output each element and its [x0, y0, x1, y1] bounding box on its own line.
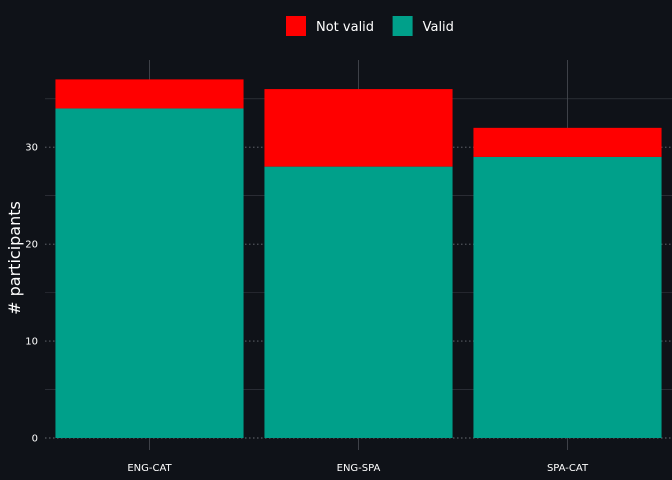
legend-label-not-valid: Not valid [316, 20, 374, 35]
legend-key-valid [392, 16, 413, 36]
bars [55, 79, 662, 438]
x-tick-label: ENG-CAT [127, 463, 172, 474]
x-tick-label: SPA-CAT [547, 463, 589, 474]
x-tick-label: ENG-SPA [337, 463, 381, 474]
y-tick-label: 20 [25, 240, 38, 251]
bar-valid-spa-cat [473, 156, 662, 438]
axes: 0 10 20 30 ENG-CAT ENG-SPA SPA-CAT [25, 143, 589, 474]
y-tick-label: 10 [25, 337, 38, 348]
y-axis-title: # participants [5, 201, 24, 315]
bar-not-valid-eng-spa [264, 89, 453, 167]
bar-not-valid-eng-cat [55, 79, 244, 109]
y-tick-label: 30 [25, 143, 38, 154]
legend: Not valid Valid [286, 16, 454, 36]
legend-key-not-valid [286, 16, 306, 36]
bar-not-valid-spa-cat [473, 127, 662, 157]
y-tick-label: 0 [32, 434, 38, 445]
bar-valid-eng-cat [55, 108, 244, 438]
bar-valid-eng-spa [264, 166, 453, 438]
legend-label-valid: Valid [423, 20, 454, 35]
